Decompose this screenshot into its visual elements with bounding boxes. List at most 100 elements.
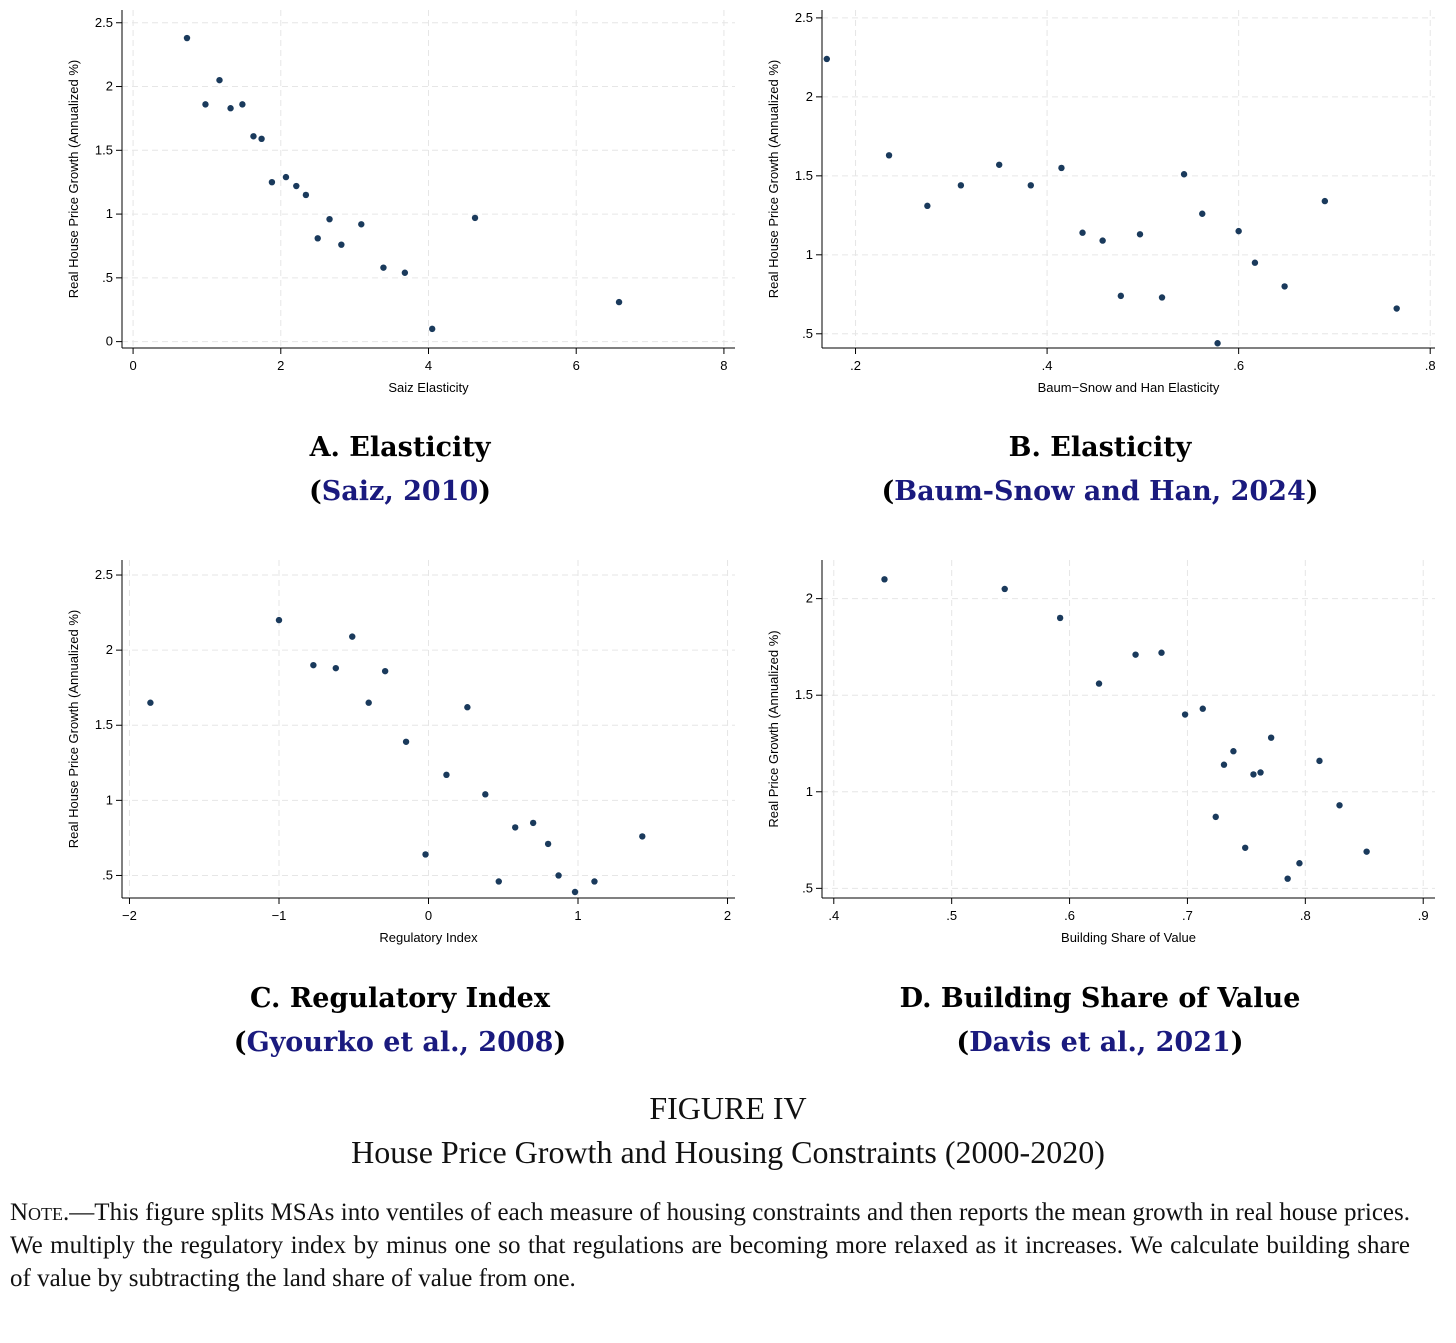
x-tick-label: 4 <box>425 358 432 373</box>
data-point <box>1027 182 1035 189</box>
data-point <box>957 182 965 189</box>
data-point <box>823 55 830 63</box>
data-point <box>282 173 290 181</box>
caption-c: C. Regulatory Index (Gyourko et al., 200… <box>50 977 750 1065</box>
caption-b: B. Elasticity (Baum-Snow and Han, 2024) <box>750 426 1450 514</box>
y-axis-label: Real Price Growth (Annualized %) <box>766 630 781 827</box>
chart-c: .5 1 1.5 2 2.5 −2 −1 0 1 2 Regulatory Index Real Ho… <box>66 560 735 945</box>
data-point <box>358 221 365 228</box>
data-point <box>464 704 471 711</box>
data-point <box>227 105 234 112</box>
x-tick-label: 2 <box>277 358 284 373</box>
data-point <box>512 824 519 831</box>
data-point <box>1181 711 1189 718</box>
data-point <box>1220 761 1228 768</box>
data-point <box>310 661 317 669</box>
y-tick-label: 1.5 <box>795 168 813 183</box>
data-point <box>268 178 276 186</box>
caption-d: D. Building Share of Value (Davis et al.… <box>750 977 1450 1065</box>
data-point <box>250 133 257 140</box>
data-point <box>1257 769 1264 776</box>
y-tick-label: .5 <box>802 326 813 341</box>
data-point <box>1284 875 1291 882</box>
data-point <box>1316 757 1323 765</box>
data-point <box>1214 340 1221 347</box>
data-point <box>381 667 389 675</box>
paren-open: ( <box>956 1027 970 1058</box>
data-point <box>401 269 409 276</box>
caption-d-cite[interactable]: Davis et al., 2021 <box>969 1027 1231 1058</box>
caption-b-cite[interactable]: Baum-Snow and Han, 2024 <box>894 476 1306 507</box>
data-point <box>1235 227 1242 235</box>
x-axis-label: Regulatory Index <box>379 930 478 945</box>
x-axis-label: Baum−Snow and Han Elasticity <box>1038 380 1220 395</box>
data-point <box>1363 848 1370 855</box>
paren-close: ) <box>1230 1027 1244 1058</box>
x-tick-label: .4 <box>1042 358 1053 373</box>
x-tick-label: 6 <box>573 358 580 373</box>
x-tick-label: 8 <box>720 358 727 373</box>
x-tick-label: 1 <box>574 908 581 923</box>
y-tick-label: 1.5 <box>795 687 813 702</box>
data-point <box>275 616 283 624</box>
data-point <box>380 264 387 271</box>
data-point <box>443 771 450 779</box>
y-tick-label: 2.5 <box>95 567 113 582</box>
caption-b-cite-line: (Baum-Snow and Han, 2024) <box>750 470 1450 514</box>
data-point <box>365 699 372 706</box>
figure-note: Note.—This figure splits MSAs into venti… <box>10 1196 1410 1295</box>
y-tick-label: 0 <box>106 334 113 349</box>
figure-label: FIGURE IV <box>649 1090 807 1126</box>
data-point <box>995 161 1003 168</box>
data-point <box>1242 844 1249 851</box>
y-axis-label: Real House Price Growth (Annualized %) <box>766 60 781 298</box>
data-point <box>349 633 356 640</box>
data-point <box>529 819 537 827</box>
x-tick-label: 0 <box>129 358 136 373</box>
data-point <box>1199 210 1206 217</box>
data-point <box>314 235 321 242</box>
x-tick-label: .2 <box>850 358 861 373</box>
y-tick-label: 1 <box>106 792 113 807</box>
caption-a: A. Elasticity (Saiz, 2010) <box>50 426 750 514</box>
data-point <box>615 298 623 306</box>
x-tick-label: .6 <box>1233 358 1244 373</box>
paren-close: ) <box>553 1027 567 1058</box>
x-tick-label: 2 <box>724 908 731 923</box>
data-point <box>402 738 410 745</box>
caption-c-cite[interactable]: Gyourko et al., 2008 <box>246 1027 554 1058</box>
note-text: —This figure splits MSAs into ventiles o… <box>10 1199 1410 1292</box>
caption-d-cite-line: (Davis et al., 2021) <box>750 1021 1450 1065</box>
y-tick-label: .5 <box>102 867 113 882</box>
figure-title: House Price Growth and Housing Constrain… <box>351 1134 1105 1170</box>
data-point <box>1136 231 1144 238</box>
data-point <box>332 664 340 672</box>
data-point <box>216 76 223 84</box>
y-tick-label: 2 <box>106 79 113 94</box>
caption-a-cite[interactable]: Saiz, 2010 <box>321 476 479 507</box>
paren-open: ( <box>233 1027 247 1058</box>
data-point <box>1212 813 1219 821</box>
data-point <box>302 191 310 199</box>
y-tick-label: 2.5 <box>795 10 813 25</box>
y-axis-label: Real House Price Growth (Annualized %) <box>66 610 81 848</box>
x-tick-label: 0 <box>425 908 432 923</box>
scatter-panel-b: .5 1 1.5 2 2.5 .2 .4 .6 .8 Baum−Snow and Han Elas… <box>750 0 1450 410</box>
data-point <box>1099 237 1106 244</box>
caption-c-title: C. Regulatory Index <box>250 983 550 1014</box>
data-point <box>495 878 502 885</box>
y-tick-label: .5 <box>802 880 813 895</box>
data-point <box>202 101 209 108</box>
data-point <box>1251 259 1259 266</box>
data-point <box>1158 649 1165 656</box>
data-point <box>239 101 246 108</box>
data-point <box>885 152 893 159</box>
caption-b-title: B. Elasticity <box>1008 432 1192 463</box>
data-point <box>1230 748 1237 755</box>
caption-c-cite-line: (Gyourko et al., 2008) <box>50 1021 750 1065</box>
paren-open: ( <box>308 476 322 507</box>
data-point <box>1132 651 1139 658</box>
x-tick-label: −2 <box>122 908 137 923</box>
x-tick-label: −1 <box>272 908 287 923</box>
data-point <box>428 325 436 333</box>
